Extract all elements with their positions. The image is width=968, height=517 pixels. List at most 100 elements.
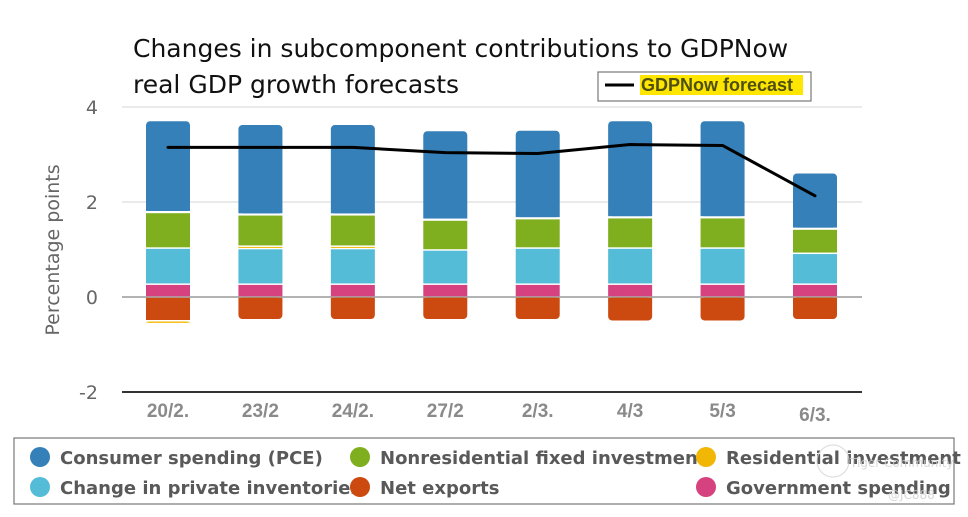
bar-segment-netexp-edge [238, 297, 283, 302]
x-axis-ticks: 20/2. 23/2 24/2. 27/2 2/3. 4/3 5/3 6/3. [147, 401, 831, 426]
bar-segment-netexp [146, 297, 190, 320]
bar-segment-pce [515, 130, 560, 218]
bar-segment-inv [700, 248, 745, 284]
bar-segment-netexp-edge [330, 297, 375, 302]
bar-segment-pce-edge [330, 209, 375, 214]
bar-segment-nonres [608, 218, 653, 248]
legend-label: Residential investment [726, 448, 961, 469]
bar-segment-netexp-edge [515, 297, 560, 302]
bar-segment-gov [146, 284, 190, 297]
x-tick-label: 4/3 [617, 401, 643, 422]
watermark-handle: @JC888 [888, 488, 935, 502]
bar-segment-pce-edge [515, 213, 560, 218]
legend: Consumer spending (PCE) Nonresidential fi… [13, 437, 961, 505]
line-legend-label: GDPNow forecast [641, 75, 793, 95]
line-legend: GDPNow forecast [597, 71, 812, 102]
forecast-line [166, 143, 817, 198]
y-tick-label: 4 [86, 97, 98, 119]
legend-label: Government spending [726, 478, 951, 499]
legend-item: Change in private inventories [30, 477, 361, 499]
watermark-brand: Tiger Community [849, 456, 954, 470]
bar-segment-gov [330, 284, 375, 297]
bar-segment-nonres [515, 219, 560, 248]
bar-segment-inv [608, 248, 653, 284]
chart-title-line-1: Changes in subcomponent contributions to… [133, 34, 788, 63]
line-legend-highlight [640, 75, 803, 95]
y-tick-label: -2 [79, 382, 98, 404]
gridlines [122, 106, 862, 393]
forecast-line-path [166, 143, 817, 198]
bar-segment-inv [793, 254, 837, 284]
chart-title-line-2: real GDP growth forecasts [133, 70, 459, 99]
bar-stack [515, 130, 560, 320]
legend-label: Consumer spending (PCE) [60, 448, 323, 469]
bar-stack [423, 131, 468, 320]
bar-segment-inv [330, 249, 375, 284]
x-tick-label: 27/2 [427, 401, 464, 422]
x-tick-label: 24/2. [332, 401, 374, 422]
bar-segment-pce-edge [146, 206, 190, 211]
legend-item: Residential investment [696, 447, 961, 469]
bar-segment-pce-edge [608, 212, 653, 217]
bar-segment-gov [423, 284, 468, 297]
bar-segment-inv [423, 250, 468, 284]
y-axis-ticks: 4 2 0 -2 [79, 97, 98, 404]
bar-segment-netexp-edge [608, 297, 653, 302]
x-tick-label: 6/3. [799, 405, 831, 426]
bar-segment-inv [515, 248, 560, 284]
x-tick-label: 2/3. [522, 401, 554, 422]
bar-stack [238, 125, 283, 320]
legend-item: Nonresidential fixed investment [350, 447, 707, 469]
legend-item: Government spending [696, 477, 951, 499]
bar-segment-pce-edge [793, 223, 837, 228]
bar-stack [146, 121, 190, 323]
bar-segment-gov [515, 284, 560, 297]
bar-segment-netexp [608, 297, 653, 321]
bar-segment-netexp [423, 297, 468, 320]
bar-stack [793, 173, 837, 320]
bar-segment-pce [146, 121, 190, 211]
legend-swatch [696, 477, 716, 497]
bar-segment-pce [330, 125, 375, 214]
legend-swatch [350, 477, 370, 497]
bar-segment-pce [700, 121, 745, 217]
bar-segment-netexp [700, 297, 745, 321]
bar-segment-netexp-edge [793, 297, 837, 302]
bar-segment-netexp-edge [423, 297, 468, 302]
bar-segment-res [330, 246, 375, 248]
bar-segment-pce-edge [238, 209, 283, 214]
legend-swatch [696, 447, 716, 467]
bar-segment-netexp [330, 297, 375, 320]
bar-segment-nonres [330, 215, 375, 246]
bar-segment-netexp [793, 297, 837, 320]
bar-segment-gov [793, 284, 837, 297]
legend-label: Nonresidential fixed investment [380, 448, 707, 469]
bar-segment-pce [423, 131, 468, 219]
bar-segment-nonres [423, 220, 468, 250]
legend-label: Net exports [380, 478, 499, 499]
bar-segment-gov [700, 284, 745, 297]
watermark: Tiger Community @JC888 [816, 444, 954, 502]
y-tick-label: 0 [86, 287, 98, 309]
bar-segment-nonres [146, 213, 190, 248]
x-tick-label: 5/3 [709, 401, 735, 422]
bar-segment-res [146, 321, 190, 323]
bar-segment-netexp-edge [700, 297, 745, 302]
x-tick-label: 20/2. [147, 401, 189, 422]
bar-segment-pce-edge [700, 212, 745, 217]
bar-segment-gov [608, 284, 653, 297]
legend-box [13, 437, 955, 505]
bar-stack [330, 125, 375, 320]
bar-segment-inv [146, 248, 190, 284]
y-axis-label: Percentage points [42, 164, 64, 335]
bar-stack [608, 121, 653, 321]
bar-segment-pce [608, 121, 653, 217]
legend-swatch [30, 477, 50, 497]
bar-segment-inv [238, 249, 283, 284]
legend-item: Net exports [350, 477, 499, 499]
bar-segment-pce-edge [423, 214, 468, 219]
bar-segment-netexp [515, 297, 560, 320]
legend-swatch [30, 447, 50, 467]
bar-segment-nonres [700, 218, 745, 248]
